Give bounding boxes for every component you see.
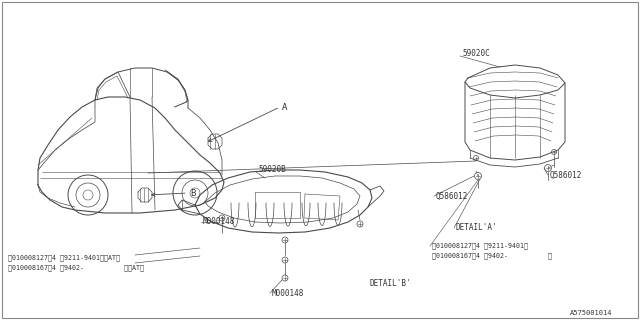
Text: Ⓑ010008127（4 Ｚ9211-9401）（AT）: Ⓑ010008127（4 Ｚ9211-9401）（AT） (8, 255, 120, 261)
Text: Ⓑ010008167（4 Ｚ9402-          ）: Ⓑ010008167（4 Ｚ9402- ） (432, 253, 552, 259)
Text: DETAIL'A': DETAIL'A' (456, 223, 498, 233)
Text: Ⓑ010008167（4 Ｚ9402-          ）（AT）: Ⓑ010008167（4 Ｚ9402- ）（AT） (8, 265, 144, 271)
Text: Q586012: Q586012 (436, 191, 468, 201)
Text: DETAIL'B': DETAIL'B' (370, 278, 412, 287)
Text: A575001014: A575001014 (570, 310, 612, 316)
Text: M000148: M000148 (272, 289, 305, 298)
Text: 59020C: 59020C (462, 49, 490, 58)
Text: Ⓑ010008127（4 Ｚ9211-9401）: Ⓑ010008127（4 Ｚ9211-9401） (432, 243, 528, 249)
Text: Q586012: Q586012 (550, 171, 582, 180)
Text: B: B (190, 188, 195, 197)
Text: A: A (282, 102, 287, 111)
Text: 59020B: 59020B (258, 165, 285, 174)
Text: M000148: M000148 (203, 218, 236, 227)
